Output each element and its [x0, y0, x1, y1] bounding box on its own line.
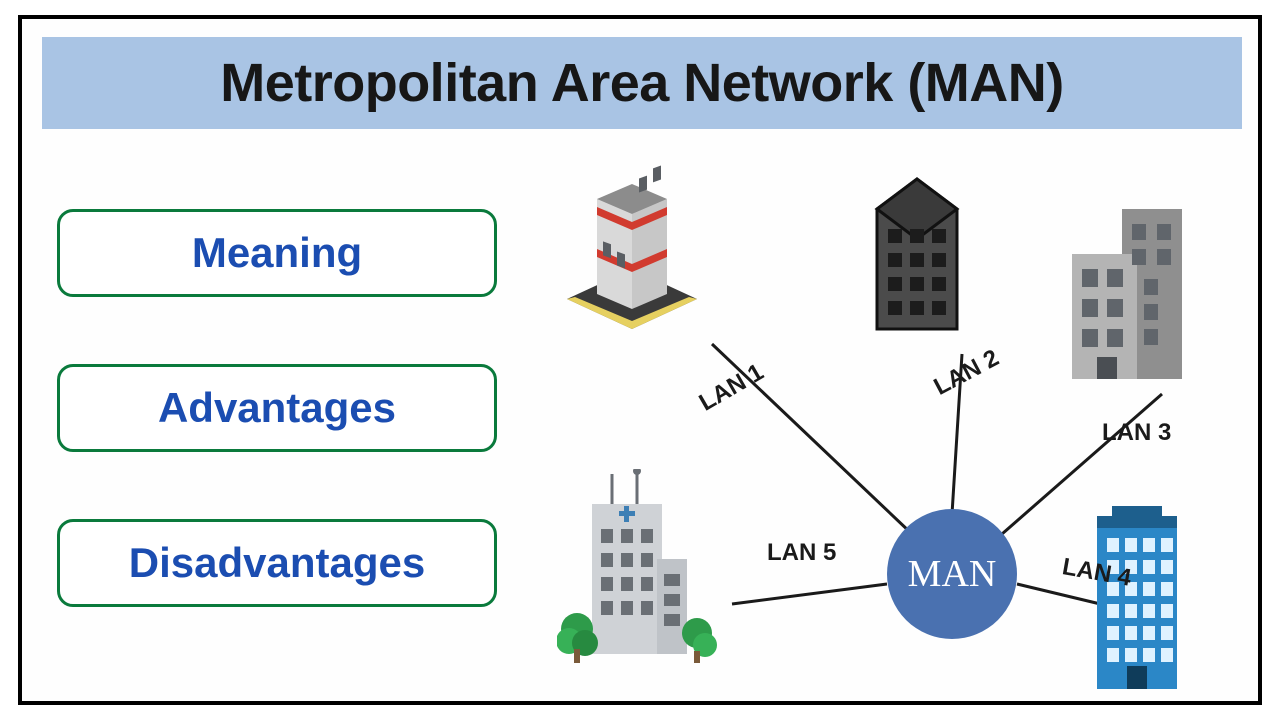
edge-label-lan5: LAN 5 — [767, 539, 836, 567]
node-lan2 — [862, 169, 972, 344]
pill-label: Disadvantages — [129, 539, 425, 587]
title-banner: Metropolitan Area Network (MAN) — [42, 37, 1242, 129]
pill-disadvantages: Disadvantages — [57, 519, 497, 607]
pill-label: Meaning — [192, 229, 362, 277]
pill-meaning: Meaning — [57, 209, 497, 297]
node-lan4 — [1077, 504, 1197, 699]
pill-advantages: Advantages — [57, 364, 497, 452]
node-lan5 — [557, 469, 717, 674]
edge-label-lan1: LAN 1 — [695, 359, 769, 418]
hospital-tower-icon — [557, 469, 717, 669]
blue-tower-icon — [1077, 504, 1197, 694]
hub-circle: MAN — [887, 509, 1017, 639]
pill-label: Advantages — [158, 384, 396, 432]
title-text: Metropolitan Area Network (MAN) — [220, 52, 1064, 114]
edge-label-lan2: LAN 2 — [929, 344, 1003, 401]
node-label-lan3: LAN 3 — [1102, 419, 1171, 447]
network-diagram: MAN LAN 1 LAN 2 LAN 3 LAN 4 LAN 5 — [522, 144, 1252, 699]
slide-frame: Metropolitan Area Network (MAN) Meaning … — [18, 15, 1262, 705]
node-lan1 — [547, 149, 717, 344]
flat-tower-icon — [862, 169, 972, 339]
iso-building-icon — [547, 149, 717, 339]
node-lan3 — [1052, 199, 1202, 394]
twin-tower-icon — [1052, 199, 1202, 389]
hub-label: MAN — [908, 552, 997, 596]
